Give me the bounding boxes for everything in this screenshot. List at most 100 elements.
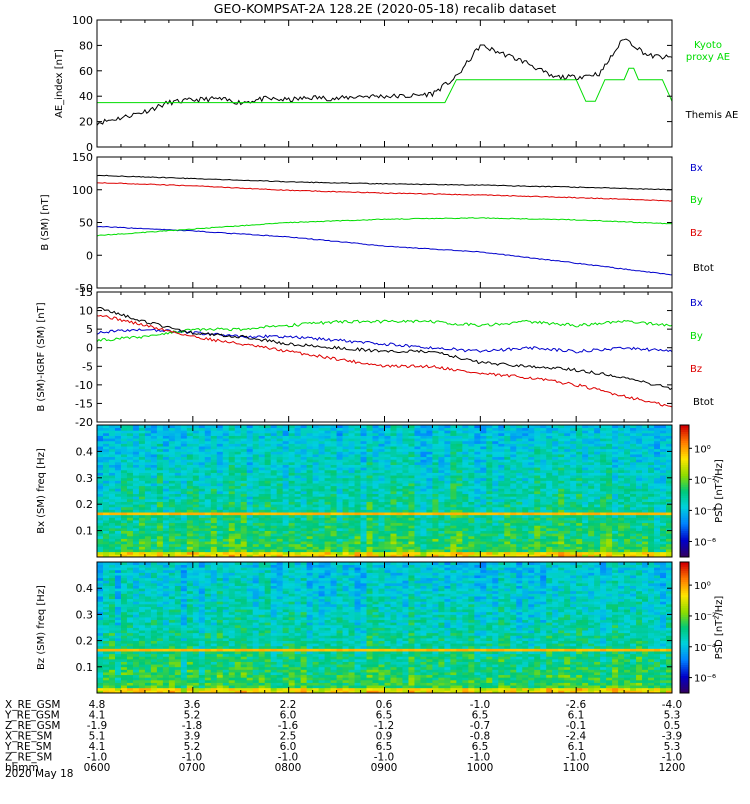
heatmap-cell — [624, 451, 630, 454]
heatmap-cell — [361, 515, 367, 518]
heatmap-cell — [408, 454, 414, 457]
heatmap-cell — [229, 483, 235, 486]
heatmap-cell — [151, 430, 157, 433]
series-group-ae — [97, 39, 672, 125]
heatmap-cell — [313, 531, 319, 534]
heatmap-cell — [193, 478, 199, 481]
heatmap-cell — [163, 486, 169, 489]
heatmap-cell — [642, 539, 648, 542]
heatmap-cell — [235, 486, 241, 489]
heatmap-cell — [331, 473, 337, 476]
heatmap-cell — [564, 515, 570, 518]
heatmap-cell — [618, 467, 624, 470]
heatmap-cell — [385, 528, 391, 531]
heatmap-cell — [367, 451, 373, 454]
heatmap-cell — [151, 523, 157, 526]
heatmap-cell — [175, 462, 181, 465]
heatmap-cell — [211, 449, 217, 452]
heatmap-cell — [319, 470, 325, 473]
heatmap-cell — [277, 544, 283, 547]
heatmap-cell — [432, 536, 438, 539]
heatmap-cell — [618, 449, 624, 452]
heatmap-cell — [145, 462, 151, 465]
heatmap-cell — [277, 438, 283, 441]
heatmap-cell — [223, 531, 229, 534]
heatmap-cell — [133, 531, 139, 534]
heatmap-cell — [450, 467, 456, 470]
heatmap-cell — [564, 528, 570, 531]
heatmap-cell — [612, 507, 618, 510]
heatmap-cell — [492, 446, 498, 449]
heatmap-cell — [361, 504, 367, 507]
heatmap-cell — [492, 502, 498, 505]
heatmap-cell — [606, 467, 612, 470]
heatmap-cell — [528, 478, 534, 481]
heatmap-cell — [438, 451, 444, 454]
heatmap-cell — [157, 509, 163, 512]
heatmap-cell — [456, 441, 462, 444]
heatmap-cell — [450, 491, 456, 494]
heatmap-cell — [402, 438, 408, 441]
heatmap-cell — [199, 528, 205, 531]
heatmap-cell — [492, 491, 498, 494]
heatmap-cell — [660, 465, 666, 468]
heatmap-cell — [396, 539, 402, 542]
heatmap-cell — [205, 541, 211, 544]
heatmap-cell — [277, 449, 283, 452]
heatmap-cell — [402, 428, 408, 431]
heatmap-cell — [205, 517, 211, 520]
heatmap-cell — [247, 438, 253, 441]
heatmap-cell — [444, 483, 450, 486]
heatmap-cell — [241, 517, 247, 520]
heatmap-cell — [277, 462, 283, 465]
heatmap-cell — [582, 438, 588, 441]
heatmap-cell — [319, 436, 325, 439]
heatmap-cell — [103, 478, 109, 481]
heatmap-cell — [528, 451, 534, 454]
heatmap-cell — [343, 494, 349, 497]
heatmap-cell — [618, 473, 624, 476]
heatmap-cell — [654, 536, 660, 539]
heatmap-cell — [486, 451, 492, 454]
heatmap-cell — [558, 473, 564, 476]
heatmap-cell — [612, 539, 618, 542]
heatmap-cell — [390, 549, 396, 552]
heatmap-cell — [223, 475, 229, 478]
heatmap-cell — [636, 507, 642, 510]
heatmap-cell — [438, 446, 444, 449]
heatmap-cell — [474, 459, 480, 462]
heatmap-cell — [121, 446, 127, 449]
heatmap-cell — [247, 549, 253, 552]
heatmap-cell — [187, 544, 193, 547]
heatmap-cell — [606, 430, 612, 433]
heatmap-cell — [414, 465, 420, 468]
heatmap-cell — [600, 480, 606, 483]
heatmap-cell — [247, 525, 253, 528]
heatmap-cell — [157, 491, 163, 494]
heatmap-cell — [576, 446, 582, 449]
heatmap-cell — [600, 475, 606, 478]
heatmap-cell — [648, 483, 654, 486]
heatmap-cell — [127, 549, 133, 552]
heatmap-cell — [528, 486, 534, 489]
heatmap-cell — [205, 528, 211, 531]
heatmap-cell — [660, 552, 666, 555]
heatmap-cell — [468, 525, 474, 528]
heatmap-cell — [325, 504, 331, 507]
heatmap-cell — [283, 539, 289, 542]
heatmap-cell — [486, 467, 492, 470]
heatmap-cell — [552, 496, 558, 499]
heatmap-cell — [534, 536, 540, 539]
heatmap-cell — [576, 533, 582, 536]
heatmap-cell — [343, 523, 349, 526]
heatmap-cell — [253, 546, 259, 549]
heatmap-cell — [289, 467, 295, 470]
heatmap-cell — [145, 433, 151, 436]
heatmap-cell — [498, 451, 504, 454]
heatmap-cell — [534, 465, 540, 468]
heatmap-cell — [432, 546, 438, 549]
heatmap-cell — [594, 517, 600, 520]
heatmap-cell — [205, 504, 211, 507]
heatmap-cell — [612, 443, 618, 446]
